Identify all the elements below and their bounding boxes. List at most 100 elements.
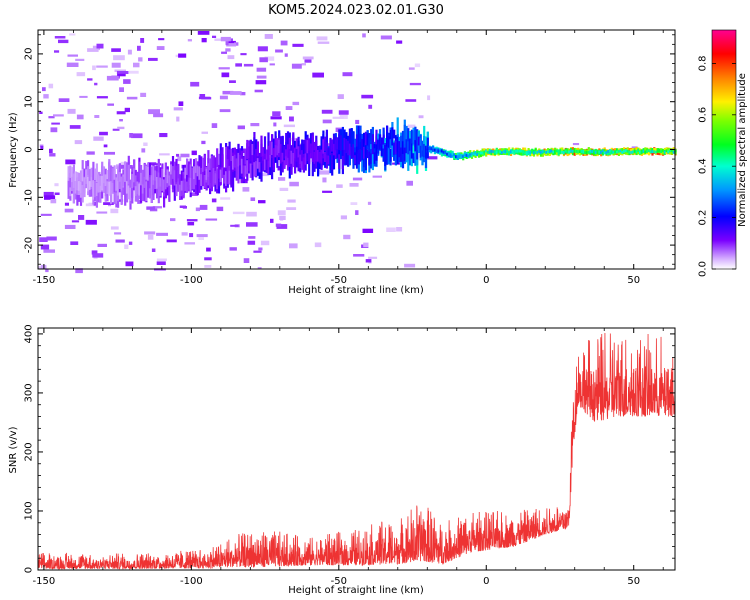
heatmap-cell [479, 151, 482, 155]
heatmap-cell [200, 156, 203, 178]
heatmap-cell [557, 149, 560, 153]
heatmap-cell [111, 48, 121, 52]
heatmap-cell [46, 236, 57, 241]
heatmap-cell [259, 57, 268, 63]
heatmap-cell [647, 149, 651, 155]
heatmap-cell [143, 177, 146, 202]
heatmap-cell [380, 35, 392, 40]
heatmap-cell [370, 153, 373, 164]
heatmap-cell [490, 149, 493, 153]
heatmap-cell [166, 170, 169, 184]
heatmap-cell [94, 115, 100, 118]
heatmap-cell [99, 184, 102, 203]
heatmap-cell [49, 153, 56, 157]
heatmap-cell [308, 156, 311, 176]
heatmap-cell [240, 53, 247, 56]
heatmap-cell [304, 59, 312, 63]
heatmap-cell [354, 155, 357, 165]
heatmap-cell [72, 173, 75, 188]
heatmap-cell [275, 49, 283, 53]
y-tick-label: -20 [24, 237, 35, 253]
heatmap-cell [141, 169, 144, 187]
heatmap-cell [389, 148, 392, 162]
heatmap-cell [470, 152, 474, 156]
heatmap-cell [651, 150, 654, 154]
heatmap-cell [357, 149, 360, 165]
heatmap-cell [341, 155, 344, 170]
heatmap-cell [106, 75, 119, 81]
heatmap-cell [297, 146, 300, 158]
heatmap-cell [501, 151, 504, 155]
heatmap-cell [111, 183, 114, 194]
heatmap-cell [114, 69, 126, 72]
heatmap-cell [243, 63, 254, 67]
heatmap-cell [393, 129, 396, 139]
heatmap-cell [370, 129, 373, 145]
heatmap-cell [607, 150, 610, 153]
heatmap-cell [186, 219, 198, 222]
heatmap-cell [432, 145, 435, 151]
heatmap-cell [570, 149, 573, 153]
heatmap-cell [394, 140, 397, 155]
heatmap-cell [170, 164, 173, 175]
heatmap-cell [193, 166, 196, 180]
heatmap-cell [201, 140, 206, 145]
heatmap-cell [269, 140, 272, 158]
heatmap-cell [228, 170, 231, 184]
heatmap-cell [69, 33, 76, 36]
heatmap-cell [280, 40, 288, 46]
heatmap-cell [278, 139, 281, 154]
heatmap-cell [110, 165, 113, 190]
x-tick-label: -50 [331, 275, 347, 286]
heatmap-cell [289, 243, 298, 249]
heatmap-cell [131, 173, 134, 189]
heatmap-cell [225, 171, 228, 186]
heatmap-cell [502, 150, 505, 154]
y-tick-label: 0 [24, 146, 35, 152]
heatmap-cell [115, 239, 125, 243]
heatmap-cell [287, 199, 296, 203]
heatmap-cell [428, 147, 431, 150]
heatmap-cell [495, 148, 498, 154]
heatmap-cell [214, 173, 217, 184]
heatmap-cell [426, 137, 429, 151]
heatmap-cell [159, 133, 168, 138]
y-tick-label: 400 [24, 324, 35, 343]
heatmap-cell [265, 149, 268, 160]
heatmap-cell [309, 143, 313, 154]
heatmap-cell [203, 155, 206, 179]
heatmap-cell [235, 63, 242, 67]
heatmap-cell [302, 56, 314, 60]
spectrogram-heatmap [38, 31, 677, 274]
heatmap-cell [219, 169, 222, 183]
heatmap-cell [237, 164, 240, 184]
heatmap-cell [295, 147, 298, 162]
heatmap-cell [308, 138, 311, 151]
heatmap-cell [289, 181, 299, 187]
heatmap-cell [288, 150, 291, 167]
heatmap-cell [240, 92, 246, 96]
heatmap-cell [113, 170, 116, 180]
heatmap-cell [285, 149, 288, 162]
heatmap-cell [271, 141, 274, 155]
heatmap-cell [92, 65, 96, 71]
heatmap-cell [322, 119, 332, 124]
heatmap-cell [660, 150, 663, 154]
heatmap-cell [112, 128, 120, 131]
heatmap-cell [118, 172, 121, 182]
heatmap-cell [539, 151, 543, 154]
heatmap-cell [417, 136, 420, 146]
heatmap-cell [571, 149, 574, 153]
heatmap-cell [161, 168, 164, 178]
heatmap-cell [325, 155, 328, 169]
heatmap-cell [407, 135, 410, 155]
heatmap-cell [408, 67, 415, 70]
heatmap-cell [516, 149, 520, 153]
heatmap-cell [292, 43, 304, 47]
heatmap-cell [493, 150, 497, 154]
heatmap-cell [219, 95, 228, 100]
heatmap-cell [410, 139, 413, 159]
heatmap-cell [76, 114, 84, 120]
heatmap-cell [178, 101, 184, 106]
heatmap-cell [341, 126, 344, 157]
